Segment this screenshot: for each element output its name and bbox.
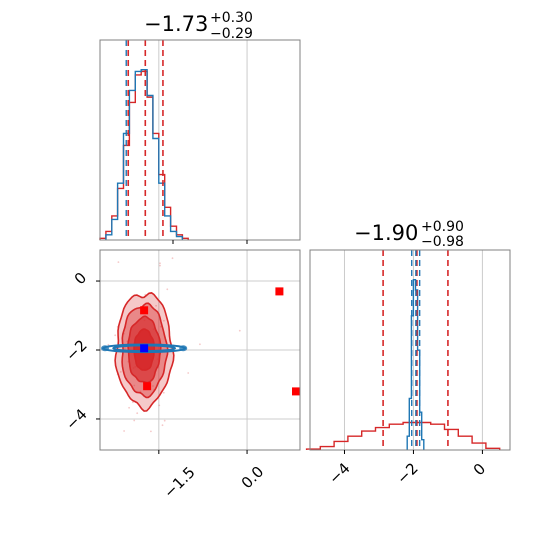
- marginal-p1-ticks: [172, 240, 248, 244]
- joint-sample-point: [128, 406, 131, 409]
- joint-sample-point: [133, 384, 136, 387]
- joint-sample-point: [161, 424, 164, 427]
- joint-truth-marker-2: [143, 382, 152, 391]
- marginal-p2-histograms: [305, 279, 501, 450]
- joint-sample-point: [133, 419, 136, 422]
- joint-truth-marker-3: [292, 387, 300, 396]
- marginal-p1-histograms: [99, 69, 189, 240]
- joint-x-tick-labels: −1.5 0.0: [160, 463, 267, 502]
- marginal-p2-panel: −1.90 +0.90 −0.98 −4 −2 0: [305, 219, 511, 488]
- marginal-p1-hist-0: [99, 70, 189, 240]
- joint-sample-point: [163, 319, 165, 322]
- joint-sample-point: [132, 401, 134, 404]
- joint-sample-point: [123, 430, 125, 432]
- x-tick-label-p1-0: −1.5: [160, 463, 198, 501]
- joint-truth-marker-1: [275, 287, 284, 296]
- marginal-p1-frame: [99, 39, 301, 241]
- joint-sample-point: [159, 264, 161, 267]
- joint-mean-marker: [140, 344, 149, 353]
- joint-sample-point: [119, 371, 122, 373]
- marginal-p2-quantile-lines: [382, 250, 449, 450]
- joint-truth-marker-0: [140, 306, 149, 315]
- joint-sample-point: [163, 419, 166, 422]
- joint-markers: [140, 287, 300, 396]
- joint-sample-point: [114, 334, 117, 337]
- joint-sample-point: [152, 385, 154, 387]
- joint-y-tick-labels: 0 −2 −4: [62, 269, 90, 434]
- marginal-p2-title: −1.90: [354, 221, 418, 245]
- joint-sample-point: [136, 412, 139, 415]
- y-tick-label-p2-0: 0: [71, 269, 90, 288]
- marginal-p1-panel: −1.73 +0.30 −0.29: [99, 10, 301, 244]
- joint-sample-point: [187, 372, 190, 374]
- joint-sample-point: [155, 304, 158, 307]
- joint-sample-point: [199, 343, 201, 346]
- x-tick-label-p2-1: −2: [393, 459, 421, 487]
- y-tick-label-p2-1: −2: [62, 336, 90, 364]
- x-tick-label-p2-2: 0: [470, 460, 489, 479]
- joint-contour-b-edge-right: [179, 345, 188, 352]
- joint-ticks: [96, 280, 248, 454]
- marginal-p1-hist-1: [105, 69, 184, 240]
- marginal-p1-grid: [158, 40, 248, 240]
- x-tick-label-p2-0: −4: [325, 459, 353, 487]
- marginal-p2-title-sup: +0.90: [421, 219, 464, 235]
- joint-sample-point: [117, 261, 120, 263]
- joint-sample-point: [162, 391, 165, 394]
- joint-sample-point: [158, 404, 161, 407]
- joint-sample-point: [159, 262, 161, 265]
- marginal-p1-title-sub: −0.29: [210, 26, 253, 42]
- joint-sample-point: [238, 329, 241, 332]
- marginal-p1-title: −1.73: [144, 12, 208, 36]
- joint-sample-point: [159, 325, 162, 328]
- marginal-p1-title-sup: +0.30: [210, 10, 253, 26]
- joint-panel: −1.5 0.0 0 −2 −4: [62, 249, 301, 502]
- marginal-p2-title-sub: −0.98: [421, 234, 464, 250]
- joint-contour-b-edge-left: [101, 345, 109, 352]
- y-tick-label-p2-2: −4: [62, 405, 90, 433]
- marginal-p2-x-tick-labels: −4 −2 0: [325, 459, 489, 487]
- joint-sample-point: [171, 257, 174, 260]
- x-tick-label-p1-1: 0.0: [238, 463, 268, 493]
- marginal-p1-quantile-lines: [125, 40, 164, 240]
- marginal-p2-ticks: [343, 450, 483, 454]
- marginal-p2-frame: [309, 249, 511, 451]
- joint-sample-point: [124, 348, 126, 350]
- joint-sample-point: [166, 288, 169, 291]
- joint-sample-point: [150, 430, 152, 433]
- marginal-p2-hist-0: [305, 421, 501, 450]
